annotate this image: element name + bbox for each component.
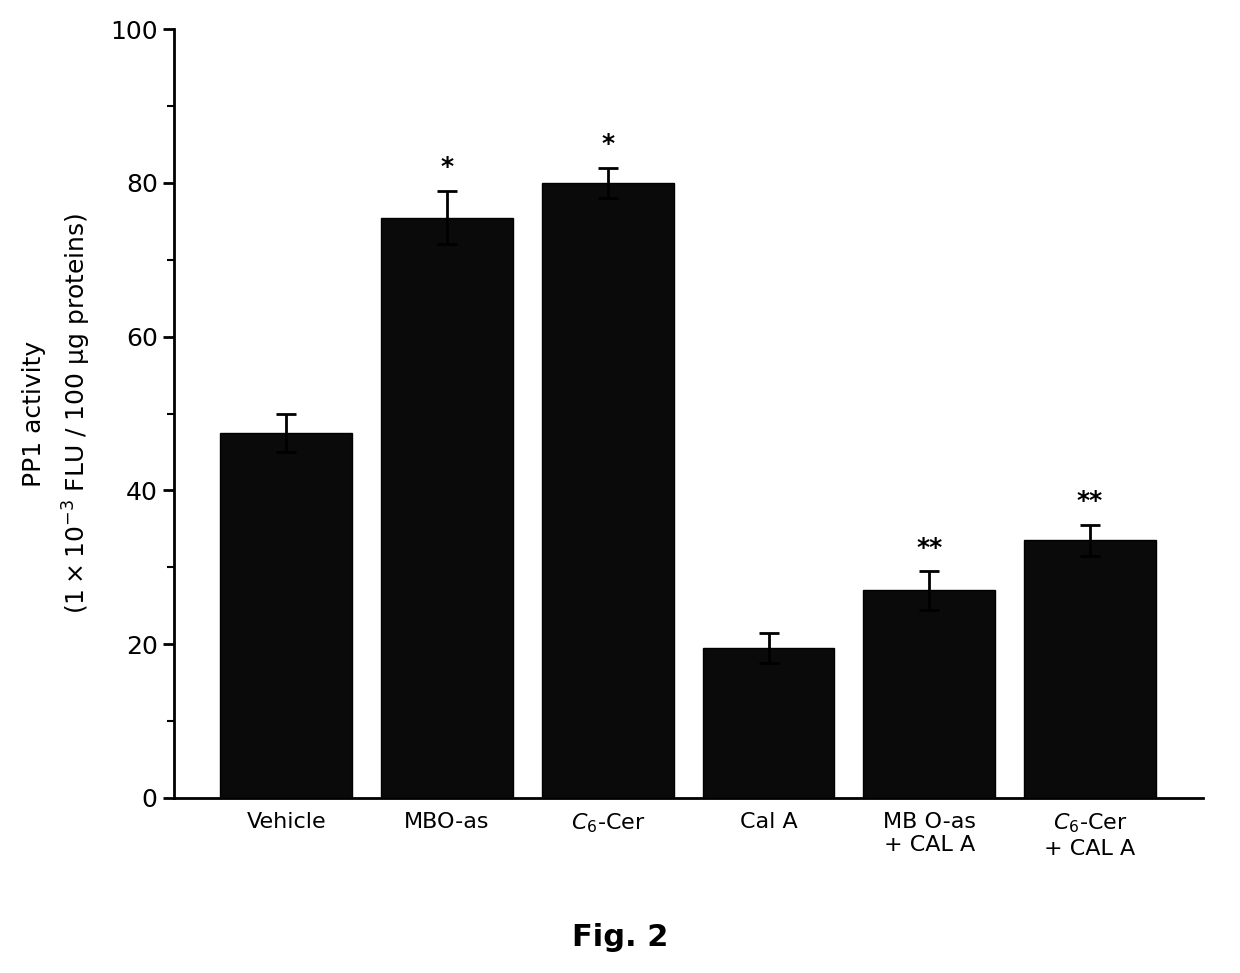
Text: **: ** xyxy=(1078,489,1104,514)
Bar xyxy=(1024,540,1156,798)
Bar xyxy=(863,591,996,798)
Text: *: * xyxy=(601,132,614,156)
Bar xyxy=(703,648,835,798)
Text: **: ** xyxy=(916,535,942,559)
Bar xyxy=(381,218,513,798)
Text: *: * xyxy=(440,155,454,179)
Text: Fig. 2: Fig. 2 xyxy=(572,922,668,952)
Bar xyxy=(221,433,352,798)
Y-axis label: PP1 activity
$(1 \times 10^{-3}$ FLU / 100 µg proteins): PP1 activity $(1 \times 10^{-3}$ FLU / 1… xyxy=(22,213,93,614)
Bar xyxy=(542,183,673,798)
